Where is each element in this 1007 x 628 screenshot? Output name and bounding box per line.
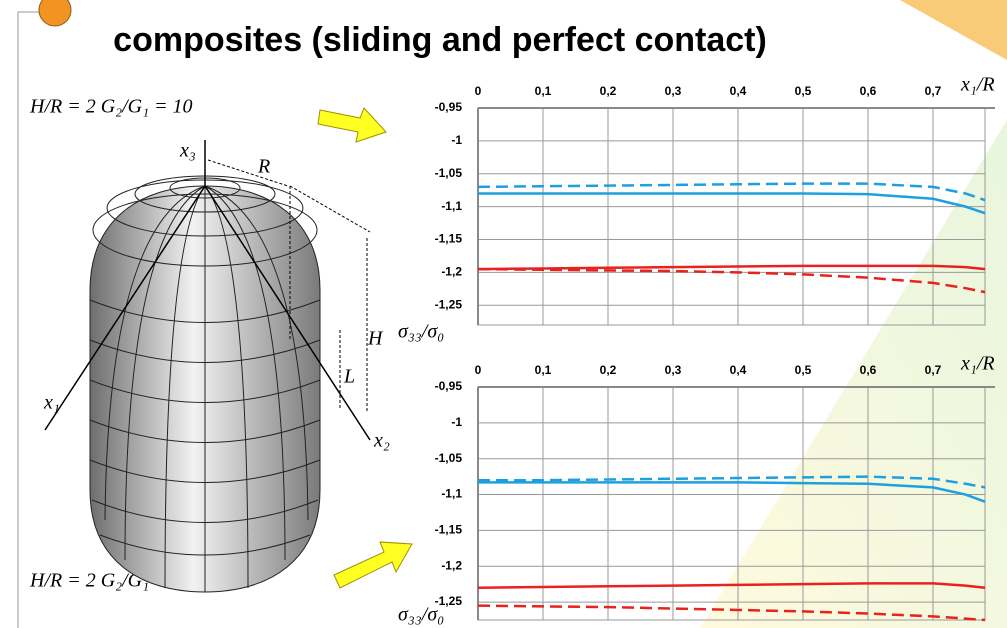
- y-tick-label: -1,05: [435, 451, 463, 465]
- label: x₁: [43, 392, 60, 414]
- x-tick-label: 0: [475, 84, 482, 98]
- x-tick-label: 0,2: [600, 363, 617, 377]
- x-tick-label: 0,5: [795, 363, 812, 377]
- label: R: [257, 156, 270, 178]
- y-tick-label: -1,15: [435, 232, 463, 246]
- y-tick-label: -0,95: [435, 100, 463, 114]
- y-tick-label: -1: [451, 133, 462, 147]
- y-tick-label: -1,15: [435, 523, 463, 537]
- y-tick-label: -1: [451, 415, 462, 429]
- series-line: [478, 266, 985, 269]
- label: x₃: [179, 140, 196, 162]
- y-tick-label: -1,1: [441, 199, 462, 213]
- capsule-diagram: [45, 140, 370, 592]
- y-axis-label: σ₃₃/σ₀: [398, 321, 444, 343]
- y-tick-label: -1,2: [441, 558, 462, 572]
- x-tick-label: 0,4: [730, 84, 747, 98]
- y-tick-label: -1,1: [441, 487, 462, 501]
- x-axis-label: x₁/R: [960, 353, 995, 375]
- x-tick-label: 0,1: [535, 363, 552, 377]
- x-tick-label: 0,3: [665, 84, 682, 98]
- label: L: [343, 366, 355, 388]
- y-tick-label: -0,95: [435, 379, 463, 393]
- page: {"slide": {"title": "composites (sliding…: [0, 0, 1007, 628]
- y-tick-label: -1,2: [441, 265, 462, 279]
- x-tick-label: 0,7: [925, 363, 942, 377]
- x-tick-label: 0,6: [860, 84, 877, 98]
- y-tick-label: -1,25: [435, 297, 463, 311]
- x-tick-label: 0,7: [925, 84, 942, 98]
- series-line: [478, 193, 985, 213]
- slide: composites (sliding and perfect contact)…: [0, 0, 1007, 628]
- x-tick-label: 0,3: [665, 363, 682, 377]
- x-tick-label: 0,6: [860, 363, 877, 377]
- label: x₂: [373, 430, 390, 452]
- y-tick-label: -1,05: [435, 166, 463, 180]
- x-tick-label: 0,4: [730, 363, 747, 377]
- y-axis-label: σ₃₃/σ₀: [398, 604, 444, 626]
- label: H: [367, 328, 384, 350]
- x-tick-label: 0,5: [795, 84, 812, 98]
- arrows: [318, 108, 412, 588]
- x-axis-label: x₁/R: [960, 74, 995, 96]
- slide-title: composites (sliding and perfect contact): [113, 21, 767, 59]
- parameters: H/R = 2 G₂/G₁ = 10: [29, 96, 193, 118]
- x-tick-label: 0: [475, 363, 482, 377]
- x-tick-label: 0,2: [600, 84, 617, 98]
- x-tick-label: 0,1: [535, 84, 552, 98]
